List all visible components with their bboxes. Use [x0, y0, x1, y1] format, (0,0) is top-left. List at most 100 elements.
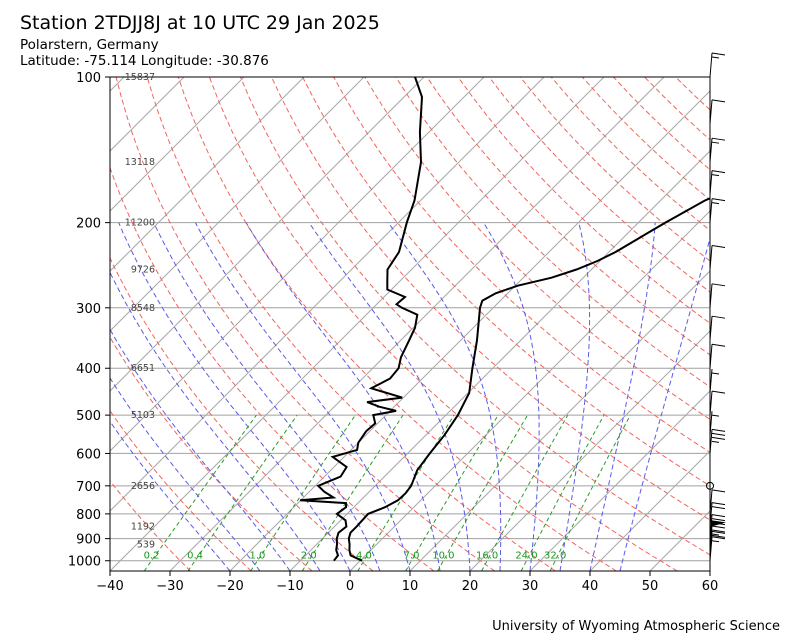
height-label: 9726: [131, 265, 155, 276]
height-label: 11200: [125, 218, 155, 229]
barb-flag: [712, 519, 725, 521]
wind-barb: [710, 490, 725, 514]
height-label: 13118: [125, 157, 155, 168]
wind-barb: [710, 199, 725, 223]
isotherm-line: [410, 77, 800, 571]
moist-adiabat-line: [484, 223, 540, 571]
x-tick-label: −40: [96, 579, 123, 594]
barb-flag: [712, 507, 725, 509]
wind-barb: [710, 100, 725, 124]
height-label: 539: [137, 539, 155, 550]
height-label: 2656: [131, 481, 155, 492]
barb-flag: [712, 515, 725, 517]
y-tick-label: 900: [76, 533, 101, 548]
mixing-ratio-label: 16.0: [476, 551, 498, 562]
barb-flag: [712, 100, 725, 102]
skew-t-diagram: 0.2 0.4 1.0 2.0 4.0 7.0 10.0 16.0 24.0 32.0−40 −30…: [0, 0, 800, 640]
isotherm-line: [110, 77, 604, 571]
barb-half-flag: [712, 175, 719, 176]
isotherm-line: [0, 77, 184, 571]
wind-barb: [710, 53, 725, 77]
dry-adiabat-line: [676, 77, 800, 571]
x-tick-label: 30: [522, 579, 539, 594]
mixing-ratio-line: [550, 415, 630, 571]
barb-flag: [712, 437, 725, 439]
isotherm-line: [230, 77, 724, 571]
barb-flag: [712, 429, 725, 431]
y-tick-label: 400: [76, 362, 101, 377]
dry-adiabat-line: [54, 77, 373, 571]
barb-flag: [712, 199, 725, 201]
isotherm-line: [0, 77, 364, 571]
dry-adiabat-line: [551, 77, 800, 571]
x-tick-label: 40: [582, 579, 599, 594]
y-tick-label: 200: [76, 217, 101, 232]
y-tick-label: 100: [76, 71, 101, 86]
isotherm-line: [0, 77, 4, 571]
wind-barb: [710, 344, 725, 368]
isotherm-line: [0, 77, 304, 571]
wind-barb: [710, 369, 719, 393]
y-tick-label: 300: [76, 302, 101, 317]
credit-text: University of Wyoming Atmospheric Scienc…: [492, 619, 780, 634]
isotherm-line: [0, 77, 64, 571]
barb-half-flag: [712, 534, 719, 535]
dry-adiabat-line: [365, 77, 800, 571]
dry-adiabat-line: [427, 77, 800, 571]
dry-adiabat-line: [303, 77, 800, 571]
barb-half-flag: [712, 541, 719, 542]
barb-flag: [712, 246, 725, 248]
x-tick-label: 60: [702, 579, 719, 594]
wind-barb: [710, 316, 725, 340]
isotherm-line: [50, 77, 544, 571]
barb-half-flag: [712, 142, 719, 143]
isotherm-line: [470, 77, 800, 571]
dry-adiabat-line: [582, 77, 800, 571]
wind-barb: [710, 246, 725, 270]
mixing-ratio-label: 4.0: [356, 551, 372, 562]
mixing-ratio-line: [521, 415, 604, 571]
x-tick-label: 10: [402, 579, 419, 594]
mixing-ratio-label: 7.0: [404, 551, 420, 562]
barb-flag: [712, 284, 725, 286]
mixing-ratio-label: 0.4: [187, 551, 203, 562]
dry-adiabat-line: [645, 77, 800, 571]
moist-adiabat-line: [560, 223, 590, 571]
height-label: 15837: [125, 72, 155, 83]
x-tick-label: 0: [346, 579, 354, 594]
mixing-ratio-label: 24.0: [515, 551, 537, 562]
barb-half-flag: [712, 415, 719, 416]
barb-staff: [710, 53, 712, 77]
dry-adiabat-line: [209, 77, 677, 571]
mixing-ratio-line: [406, 415, 499, 571]
mixing-ratio-label: 10.0: [432, 551, 454, 562]
isotherm-line: [0, 77, 124, 571]
isotherm-line: [710, 77, 800, 571]
y-tick-label: 1000: [68, 555, 101, 570]
mixing-ratio-line: [144, 415, 256, 571]
moist-adiabat-line: [590, 223, 655, 571]
barb-flag: [712, 503, 725, 505]
moist-adiabat-line: [195, 223, 410, 571]
barb-flag: [712, 433, 725, 435]
mixing-ratio-label: 0.2: [144, 551, 160, 562]
y-tick-label: 600: [76, 447, 101, 462]
barb-flag: [712, 344, 725, 346]
barb-half-flag: [712, 57, 719, 58]
barb-flag: [712, 391, 725, 393]
mixing-ratio-label: 32.0: [544, 551, 566, 562]
y-tick-label: 800: [76, 508, 101, 523]
dry-adiabat-line: [0, 77, 251, 571]
moist-adiabat-line: [620, 223, 714, 571]
x-tick-label: −30: [156, 579, 183, 594]
x-tick-label: 20: [462, 579, 479, 594]
mixing-ratio-line: [302, 415, 403, 571]
dry-adiabat-line: [458, 77, 800, 571]
dewpoint-trace: [300, 77, 422, 561]
moist-adiabat-line: [309, 223, 470, 571]
dry-adiabat-line: [0, 77, 190, 571]
dry-adiabat-line: [334, 77, 800, 571]
barb-flag: [712, 138, 725, 140]
dry-adiabat-line: [396, 77, 800, 571]
y-tick-label: 700: [76, 480, 101, 495]
